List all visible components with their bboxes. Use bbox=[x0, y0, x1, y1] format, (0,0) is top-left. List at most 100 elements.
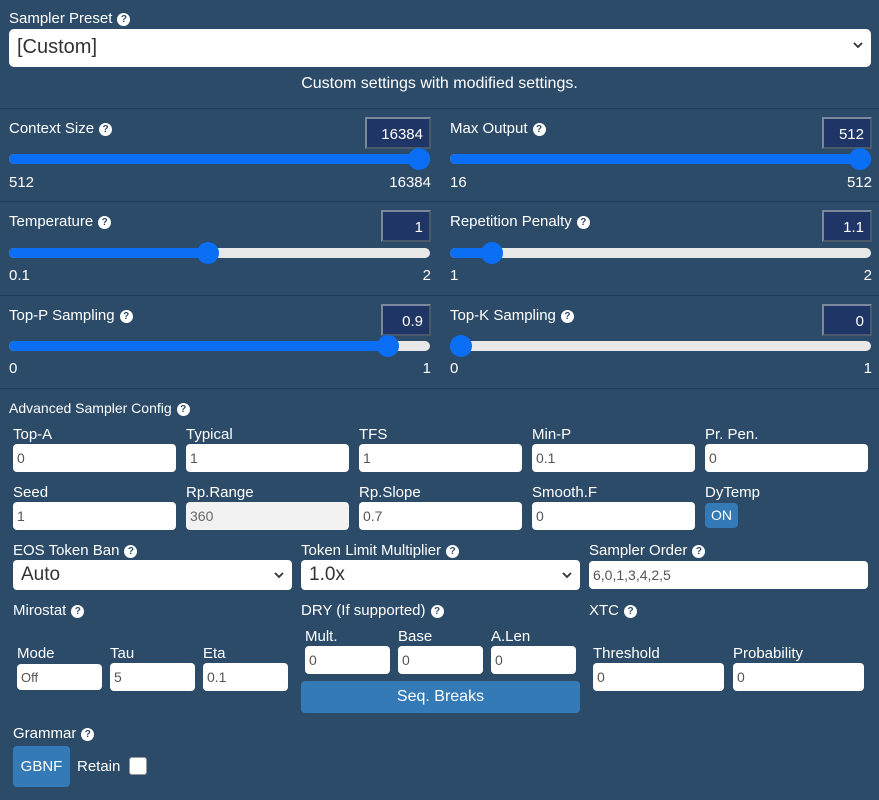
dry-base-input[interactable]: 0 bbox=[398, 646, 483, 674]
repetition-penalty-slider[interactable] bbox=[450, 242, 871, 264]
divider bbox=[0, 108, 879, 109]
min-p-label: Min-P bbox=[532, 426, 572, 443]
slider-fill bbox=[450, 154, 860, 164]
top-k-input[interactable]: 0 bbox=[822, 304, 872, 336]
top-k-slider[interactable] bbox=[450, 335, 871, 357]
sampler-preset-value: [Custom] bbox=[17, 36, 98, 58]
temperature-input[interactable]: 1 bbox=[381, 210, 431, 242]
question-circle-icon[interactable]: ? bbox=[176, 402, 190, 416]
sampler-preset-select[interactable]: [Custom] bbox=[9, 29, 871, 67]
top-p-label-text: Top-P Sampling bbox=[9, 307, 115, 324]
question-circle-icon[interactable]: ? bbox=[576, 215, 590, 229]
max-output-input[interactable]: 512 bbox=[822, 117, 872, 149]
eos-ban-value: Auto bbox=[21, 564, 61, 585]
eos-ban-label-text: EOS Token Ban bbox=[13, 542, 120, 559]
top-p-label: Top-P Sampling? bbox=[9, 307, 133, 324]
rp-slope-input[interactable]: 0.7 bbox=[359, 502, 522, 530]
top-p-input[interactable]: 0.9 bbox=[381, 304, 431, 336]
xtc-label: XTC? bbox=[589, 602, 637, 619]
xtc-threshold-input[interactable]: 0 bbox=[593, 663, 724, 691]
top-k-max: 1 bbox=[863, 360, 872, 377]
gbnf-button[interactable]: GBNF bbox=[13, 746, 70, 787]
sampler-order-input[interactable]: 6,0,1,3,4,2,5 bbox=[589, 561, 868, 589]
pr-pen-input[interactable]: 0 bbox=[705, 444, 868, 472]
top-a-input[interactable]: 0 bbox=[13, 444, 176, 472]
max-output-slider[interactable] bbox=[450, 148, 871, 170]
token-limit-label-text: Token Limit Multiplier bbox=[301, 542, 442, 559]
slider-thumb[interactable] bbox=[408, 148, 430, 170]
typical-input[interactable]: 1 bbox=[186, 444, 349, 472]
chevron-down-icon bbox=[853, 42, 863, 49]
retain-checkbox[interactable] bbox=[129, 757, 147, 775]
question-circle-icon[interactable]: ? bbox=[124, 544, 138, 558]
rp-range-input[interactable]: 360 bbox=[186, 502, 349, 530]
repetition-penalty-label-text: Repetition Penalty bbox=[450, 213, 572, 230]
context-size-input[interactable]: 16384 bbox=[365, 117, 431, 149]
slider-thumb[interactable] bbox=[376, 335, 399, 357]
mirostat-mode-select[interactable]: Off bbox=[17, 664, 102, 690]
context-size-label: Context Size? bbox=[9, 120, 113, 137]
token-limit-label: Token Limit Multiplier? bbox=[301, 542, 460, 559]
dry-mult-label: Mult. bbox=[305, 628, 338, 645]
sampler-order-label: Sampler Order? bbox=[589, 542, 706, 559]
typical-label: Typical bbox=[186, 426, 233, 443]
question-circle-icon[interactable]: ? bbox=[532, 122, 546, 136]
slider-thumb[interactable] bbox=[849, 148, 871, 170]
slider-fill bbox=[9, 341, 388, 351]
question-circle-icon[interactable]: ? bbox=[98, 215, 112, 229]
preset-description: Custom settings with modified settings. bbox=[301, 75, 578, 92]
top-k-min: 0 bbox=[450, 360, 459, 377]
mirostat-tau-label: Tau bbox=[110, 645, 135, 662]
question-circle-icon[interactable]: ? bbox=[692, 544, 706, 558]
chevron-down-icon bbox=[274, 572, 284, 579]
slider-thumb[interactable] bbox=[450, 335, 472, 357]
dytemp-label: DyTemp bbox=[705, 484, 761, 501]
retain-label: Retain bbox=[77, 758, 121, 775]
question-circle-icon[interactable]: ? bbox=[71, 604, 85, 618]
dry-mult-input[interactable]: 0 bbox=[305, 646, 390, 674]
token-limit-select[interactable]: 1.0x bbox=[301, 560, 580, 590]
sampler-preset-label-text: Sampler Preset bbox=[9, 10, 113, 27]
slider-fill bbox=[9, 248, 209, 258]
context-size-min: 512 bbox=[9, 174, 35, 191]
top-p-slider[interactable] bbox=[9, 335, 430, 357]
temperature-label-text: Temperature bbox=[9, 213, 94, 230]
question-circle-icon[interactable]: ? bbox=[99, 122, 113, 136]
grammar-label: Grammar? bbox=[13, 725, 95, 742]
slider-thumb[interactable] bbox=[481, 242, 504, 264]
eos-ban-select[interactable]: Auto bbox=[13, 560, 292, 590]
divider bbox=[0, 295, 879, 296]
smooth-f-input[interactable]: 0 bbox=[532, 502, 695, 530]
xtc-probability-input[interactable]: 0 bbox=[733, 663, 864, 691]
dry-label-text: DRY (If supported) bbox=[301, 602, 426, 619]
dry-alen-input[interactable]: 0 bbox=[491, 646, 576, 674]
mirostat-label-text: Mirostat bbox=[13, 602, 67, 619]
mirostat-eta-input[interactable]: 0.1 bbox=[203, 663, 288, 691]
question-circle-icon[interactable]: ? bbox=[119, 309, 133, 323]
context-size-slider[interactable] bbox=[9, 148, 430, 170]
question-circle-icon[interactable]: ? bbox=[81, 727, 95, 741]
repetition-penalty-label: Repetition Penalty? bbox=[450, 213, 590, 230]
question-circle-icon[interactable]: ? bbox=[117, 12, 131, 26]
temperature-min: 0.1 bbox=[9, 267, 30, 284]
pr-pen-label: Pr. Pen. bbox=[705, 426, 759, 443]
mirostat-eta-label: Eta bbox=[203, 645, 226, 662]
seq-breaks-button[interactable]: Seq. Breaks bbox=[301, 681, 580, 713]
mirostat-mode-label: Mode bbox=[17, 645, 55, 662]
top-p-min: 0 bbox=[9, 360, 18, 377]
temperature-max: 2 bbox=[422, 267, 431, 284]
question-circle-icon[interactable]: ? bbox=[624, 604, 637, 618]
min-p-input[interactable]: 0.1 bbox=[532, 444, 695, 472]
question-circle-icon[interactable]: ? bbox=[560, 309, 574, 323]
slider-thumb[interactable] bbox=[197, 242, 220, 264]
question-circle-icon[interactable]: ? bbox=[446, 544, 460, 558]
tfs-input[interactable]: 1 bbox=[359, 444, 522, 472]
slider-fill bbox=[9, 154, 419, 164]
repetition-penalty-input[interactable]: 1.1 bbox=[822, 210, 872, 242]
dry-alen-label: A.Len bbox=[491, 628, 531, 645]
seed-input[interactable]: 1 bbox=[13, 502, 176, 530]
question-circle-icon[interactable]: ? bbox=[430, 604, 444, 618]
mirostat-tau-input[interactable]: 5 bbox=[110, 663, 195, 691]
temperature-slider[interactable] bbox=[9, 242, 430, 264]
dytemp-on-button[interactable]: ON bbox=[705, 503, 738, 528]
